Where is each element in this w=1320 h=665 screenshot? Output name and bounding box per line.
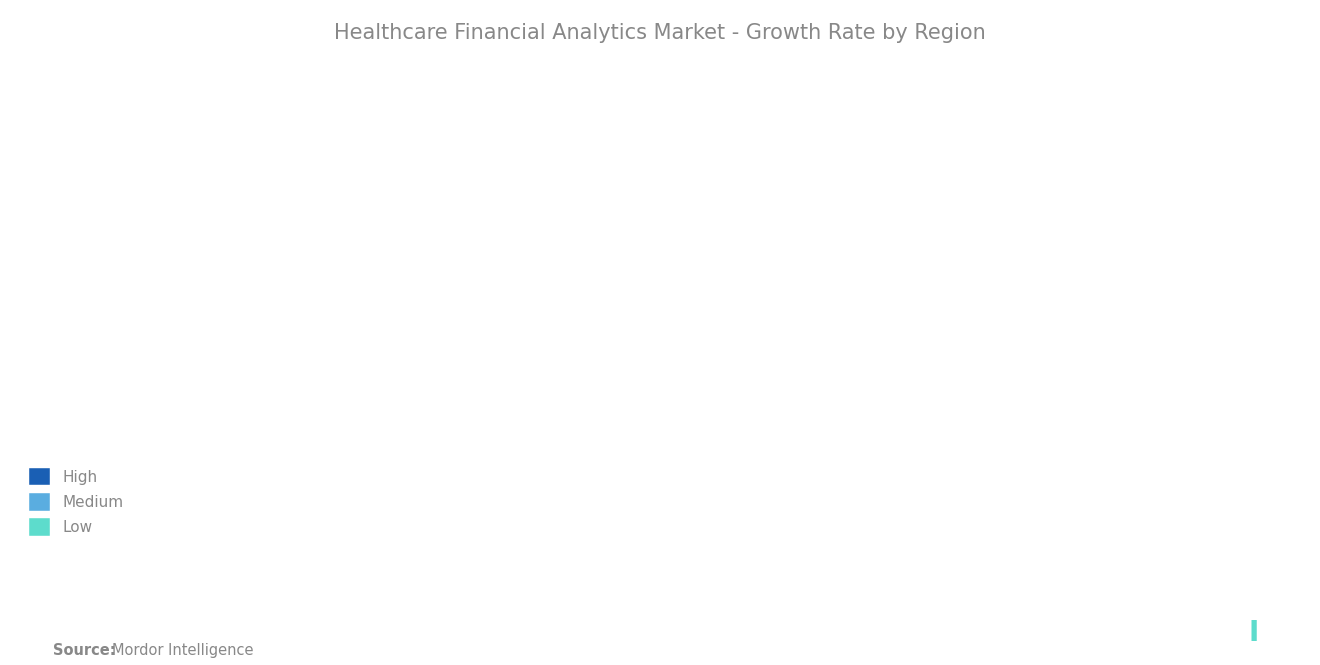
Text: Source:: Source: <box>53 643 115 658</box>
Text: I: I <box>1249 619 1259 648</box>
Text: M: M <box>1184 619 1212 648</box>
Text: Mordor Intelligence: Mordor Intelligence <box>112 643 253 658</box>
Title: Healthcare Financial Analytics Market - Growth Rate by Region: Healthcare Financial Analytics Market - … <box>334 23 986 43</box>
Legend: High, Medium, Low: High, Medium, Low <box>22 462 129 542</box>
